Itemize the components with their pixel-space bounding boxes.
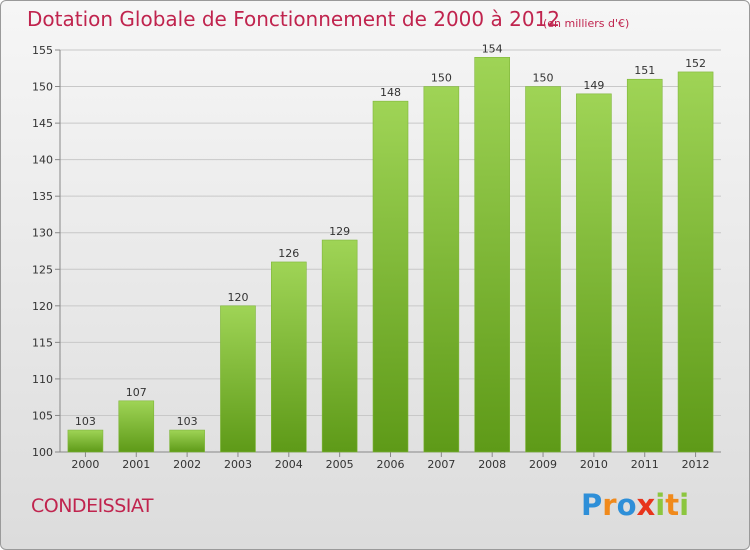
bar-value-label: 126 <box>278 247 299 260</box>
proxiti-logo-letter: t <box>665 488 680 522</box>
bar-value-label: 103 <box>75 415 96 428</box>
bar <box>271 261 307 453</box>
bar-value-label: 107 <box>126 386 147 399</box>
bar-value-label: 154 <box>482 42 503 55</box>
bar <box>321 239 358 453</box>
bar-value-label: 150 <box>533 72 554 85</box>
bars <box>67 57 714 453</box>
proxiti-logo-letter: i <box>679 488 690 522</box>
x-tick-label: 2002 <box>173 458 201 471</box>
y-tick-label: 140 <box>32 154 53 167</box>
x-tick-label: 2003 <box>224 458 252 471</box>
bar-value-label: 151 <box>634 64 655 77</box>
proxiti-logo-letter: r <box>602 488 617 522</box>
bar <box>525 86 561 453</box>
y-tick-label: 115 <box>32 336 53 349</box>
bar <box>220 305 256 453</box>
x-tick-label: 2012 <box>682 458 710 471</box>
y-tick-label: 100 <box>32 446 53 459</box>
x-tick-label: 2010 <box>580 458 608 471</box>
x-tick-label: 2009 <box>529 458 557 471</box>
x-tick-label: 2008 <box>478 458 506 471</box>
bar <box>576 93 612 453</box>
labels: 100 105 110 115 120 125 130 135 140 145 150 155 103 2… <box>32 42 710 471</box>
bar <box>474 57 510 453</box>
bar-value-label: 152 <box>685 57 706 70</box>
y-tick-label: 135 <box>32 190 53 203</box>
chart-unit: (en milliers d'€) <box>543 17 630 30</box>
x-tick-label: 2006 <box>377 458 405 471</box>
x-tick-label: 2000 <box>71 458 99 471</box>
bar-value-label: 148 <box>380 86 401 99</box>
bar <box>118 400 155 453</box>
bar-value-label: 129 <box>329 225 350 238</box>
proxiti-logo-letter: P <box>581 488 603 522</box>
bar <box>169 429 205 453</box>
chart-title: Dotation Globale de Fonctionnement de 20… <box>27 7 560 31</box>
bar-value-label: 103 <box>177 415 198 428</box>
proxiti-logo-letter: x <box>636 488 656 522</box>
x-tick-label: 2004 <box>275 458 303 471</box>
bar-value-label: 120 <box>227 291 248 304</box>
x-tick-label: 2011 <box>631 458 659 471</box>
x-tick-label: 2001 <box>122 458 150 471</box>
y-tick-label: 110 <box>32 373 53 386</box>
proxiti-logo-letter: i <box>655 488 666 522</box>
y-tick-label: 155 <box>32 44 53 57</box>
bar <box>67 429 104 453</box>
y-tick-label: 125 <box>32 263 53 276</box>
proxiti-logo[interactable]: Proxiti <box>581 488 689 522</box>
bar <box>423 86 460 453</box>
y-tick-label: 130 <box>32 227 53 240</box>
bar <box>677 71 714 453</box>
y-tick-label: 120 <box>32 300 53 313</box>
bar <box>372 100 409 453</box>
proxiti-logo-letter: o <box>616 488 637 522</box>
bar-value-label: 149 <box>583 79 604 92</box>
y-tick-label: 105 <box>32 409 53 422</box>
commune-name: CONDEISSIAT <box>31 495 154 517</box>
y-tick-label: 150 <box>32 81 53 94</box>
x-tick-label: 2007 <box>427 458 455 471</box>
y-tick-label: 145 <box>32 117 53 130</box>
bar-value-label: 150 <box>431 72 452 85</box>
x-tick-label: 2005 <box>326 458 354 471</box>
bar <box>626 78 663 453</box>
